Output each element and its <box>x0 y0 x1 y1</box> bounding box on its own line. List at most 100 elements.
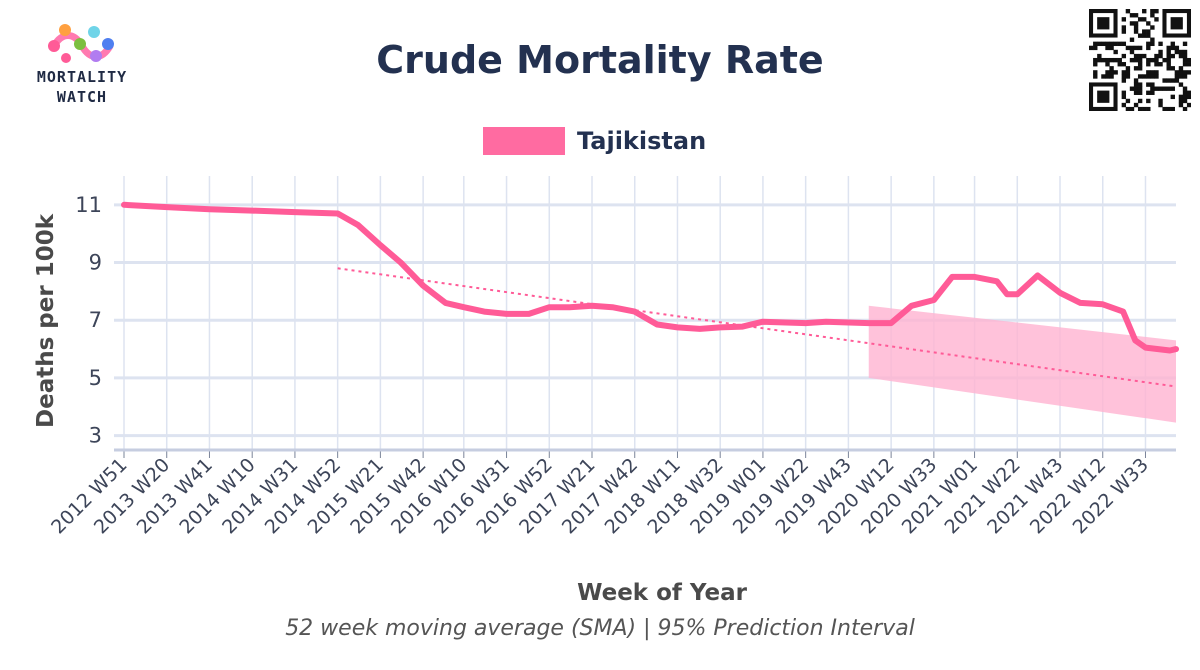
qr-module <box>1166 45 1171 51</box>
qr-finder-center <box>1097 90 1110 103</box>
qr-module <box>1121 62 1127 67</box>
qr-module <box>1170 86 1175 91</box>
qr-module <box>1121 41 1127 47</box>
trend-line <box>337 267 1177 388</box>
qr-module <box>1146 74 1151 79</box>
qr-module <box>1166 49 1171 55</box>
prediction-interval-band <box>868 305 1176 423</box>
legend-swatch <box>483 127 565 155</box>
qr-module <box>1125 66 1131 71</box>
qr-module <box>1146 33 1151 38</box>
qr-module <box>1178 94 1184 100</box>
qr-module <box>1113 57 1118 63</box>
series-line-tajikistan <box>121 201 1179 354</box>
qr-module <box>1170 41 1175 47</box>
qr-module <box>1174 74 1180 79</box>
qr-module <box>1129 45 1135 51</box>
qr-module <box>1154 57 1159 63</box>
qr-module <box>1170 94 1175 100</box>
qr-module <box>1178 102 1184 108</box>
qr-module <box>1178 49 1184 55</box>
qr-module <box>1137 66 1143 71</box>
qr-module <box>1158 98 1163 104</box>
qr-module <box>1154 86 1159 91</box>
qr-module <box>1121 17 1127 22</box>
qr-module <box>1158 86 1163 91</box>
qr-module <box>1166 53 1171 59</box>
qr-module <box>1129 49 1135 55</box>
qr-module <box>1105 62 1110 67</box>
y-tick-label: 3 <box>89 424 102 448</box>
qr-module <box>1186 57 1191 63</box>
qr-module <box>1121 74 1127 79</box>
qr-module <box>1182 86 1188 91</box>
y-tick-label: 9 <box>89 251 102 275</box>
qr-module <box>1166 62 1171 67</box>
qr-module <box>1121 29 1127 34</box>
qr-module <box>1174 78 1180 83</box>
qr-module <box>1158 102 1163 108</box>
qr-module <box>1162 106 1167 111</box>
qr-module <box>1178 98 1184 104</box>
logo-text-line1: MORTALITY <box>36 68 128 86</box>
qr-module <box>1166 57 1171 63</box>
qr-module <box>1166 86 1171 91</box>
qr-module <box>1093 45 1098 51</box>
qr-module <box>1133 90 1139 95</box>
qr-module <box>1182 62 1188 67</box>
qr-module <box>1121 102 1127 108</box>
qr-module <box>1125 70 1131 75</box>
qr-module <box>1178 66 1184 71</box>
qr-module <box>1109 57 1114 63</box>
qr-module <box>1125 106 1131 111</box>
qr-module <box>1146 62 1151 67</box>
qr-module <box>1137 86 1143 91</box>
qr-module <box>1182 49 1188 55</box>
qr-module <box>1113 49 1118 55</box>
qr-module <box>1113 41 1118 47</box>
logo-text-line2: WATCH <box>56 88 108 106</box>
qr-module <box>1109 41 1114 47</box>
qr-module <box>1170 53 1175 59</box>
qr-module <box>1182 90 1188 95</box>
qr-module <box>1182 70 1188 75</box>
chart-title: Crude Mortality Rate <box>376 38 824 82</box>
qr-module <box>1142 106 1147 111</box>
y-tick-label: 5 <box>89 366 102 390</box>
qr-module <box>1150 90 1155 95</box>
qr-module <box>1142 74 1147 79</box>
qr-module <box>1150 25 1155 30</box>
qr-module <box>1182 41 1188 47</box>
qr-module <box>1129 37 1135 42</box>
qr-module <box>1178 70 1184 75</box>
qr-module <box>1158 49 1163 55</box>
qr-module <box>1097 53 1102 59</box>
qr-module <box>1178 53 1184 59</box>
legend-label: Tajikistan <box>577 127 707 155</box>
qr-module <box>1133 29 1139 34</box>
qr-module <box>1150 41 1155 47</box>
qr-module <box>1146 82 1151 87</box>
qr-module <box>1125 9 1131 14</box>
qr-module <box>1158 53 1163 59</box>
qr-module <box>1109 45 1114 51</box>
qr-module <box>1109 70 1114 75</box>
qr-module <box>1146 106 1151 111</box>
qr-module <box>1182 53 1188 59</box>
qr-module <box>1174 49 1180 55</box>
x-axis-label: Week of Year <box>577 580 748 606</box>
qr-module <box>1101 41 1106 47</box>
qr-module <box>1150 9 1155 14</box>
qr-module <box>1182 94 1188 100</box>
qr-module <box>1154 70 1159 75</box>
qr-module <box>1121 94 1127 100</box>
qr-module <box>1146 45 1151 51</box>
qr-module <box>1105 74 1110 79</box>
qr-module <box>1093 70 1098 75</box>
qr-module <box>1146 90 1151 95</box>
qr-module <box>1137 33 1143 38</box>
qr-module <box>1137 45 1143 51</box>
qr-module <box>1113 70 1118 75</box>
qr-module <box>1182 106 1188 111</box>
